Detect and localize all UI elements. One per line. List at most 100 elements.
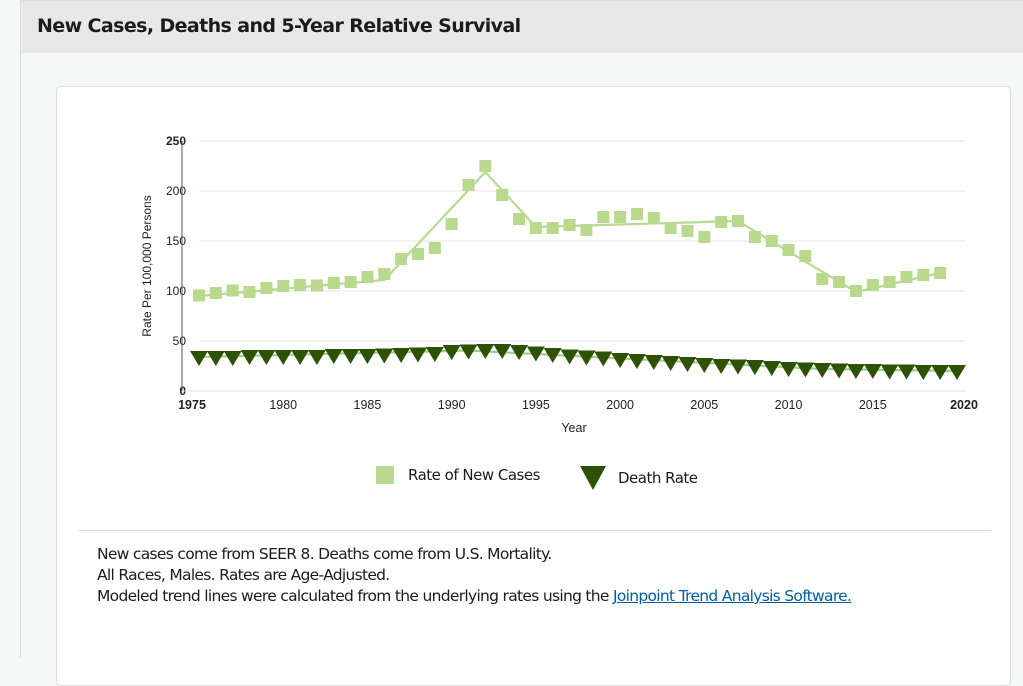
death-rate-point	[644, 355, 663, 370]
death-rate-point	[762, 361, 781, 376]
legend-item-new-cases[interactable]: Rate of New Cases	[376, 466, 540, 484]
new-cases-point	[630, 208, 643, 220]
death-rate-point	[476, 344, 495, 359]
death-rate-point	[442, 345, 461, 360]
death-rate-point	[577, 350, 596, 366]
new-cases-point	[664, 222, 677, 234]
new-cases-point	[411, 248, 424, 260]
new-cases-point	[681, 225, 694, 237]
new-cases-point	[260, 282, 273, 294]
death-rate-point	[745, 360, 764, 375]
death-rate-point	[341, 349, 360, 364]
death-rate-point	[425, 347, 444, 362]
x-tick-label: 1995	[522, 398, 550, 412]
death-rate-point	[594, 351, 613, 367]
y-tick-label: 150	[166, 234, 186, 248]
death-rate-point	[830, 363, 849, 379]
death-rate-point	[392, 348, 411, 363]
new-cases-point	[277, 280, 290, 292]
new-cases-point	[294, 279, 307, 291]
new-cases-point	[479, 160, 492, 172]
new-cases-point	[715, 216, 728, 228]
new-cases-point	[917, 269, 930, 281]
new-cases-point	[529, 222, 542, 234]
new-cases-point	[883, 276, 896, 288]
death-rate-point	[914, 365, 933, 380]
new-cases-point	[698, 231, 711, 243]
new-cases-point	[496, 189, 509, 201]
death-rate-point	[880, 364, 899, 380]
new-cases-point	[428, 242, 441, 254]
x-tick-label: 2005	[690, 398, 718, 412]
new-cases-point	[226, 284, 239, 297]
note-trend-text: Modeled trend lines were calculated from…	[97, 587, 613, 605]
new-cases-point	[647, 212, 660, 224]
x-tick-label: 2020	[950, 398, 978, 412]
death-rate-point	[712, 359, 731, 374]
y-axis-title: Rate Per 100,000 Persons	[140, 195, 154, 336]
death-rate-point	[240, 350, 259, 365]
new-cases-point	[833, 276, 846, 288]
y-tick-label: 250	[166, 134, 186, 148]
new-cases-point	[395, 253, 408, 265]
new-cases-point	[344, 276, 357, 288]
note-sources: New cases come from SEER 8. Deaths come …	[97, 545, 552, 563]
death-rate-point	[948, 365, 966, 380]
death-rate-point	[324, 349, 343, 364]
death-rate-point	[611, 353, 630, 368]
y-tick-label: 50	[173, 334, 187, 348]
new-cases-point	[445, 218, 458, 230]
x-tick-label: 1990	[438, 398, 466, 412]
legend-item-death-rate[interactable]: Death Rate	[580, 466, 698, 490]
triangle-down-marker-icon	[580, 466, 606, 490]
legend-label-new-cases: Rate of New Cases	[408, 466, 540, 484]
death-rate-point	[846, 364, 865, 379]
new-cases-point	[462, 179, 475, 191]
new-cases-point	[799, 250, 812, 262]
new-cases-point	[614, 211, 627, 223]
note-trend: Modeled trend lines were calculated from…	[97, 586, 957, 607]
new-cases-point	[782, 244, 795, 256]
death-rate-point	[796, 362, 815, 378]
death-rate-point	[291, 350, 310, 365]
chart-notes: New cases come from SEER 8. Deaths come …	[97, 544, 957, 607]
new-cases-point	[816, 273, 829, 285]
divider	[79, 530, 991, 531]
new-cases-point	[597, 211, 610, 223]
death-rate-point	[863, 364, 882, 379]
death-rate-point	[897, 364, 916, 380]
death-rate-point	[459, 344, 478, 360]
panel-header: New Cases, Deaths and 5-Year Relative Su…	[20, 0, 1023, 53]
new-cases-point	[209, 287, 222, 299]
death-rate-point	[543, 348, 562, 363]
new-cases-point	[361, 271, 374, 283]
new-cases-point	[193, 289, 205, 302]
new-cases-point	[243, 286, 256, 298]
new-cases-point	[546, 222, 559, 234]
x-tick-label: 2000	[606, 398, 634, 412]
x-tick-label: 1980	[269, 398, 297, 412]
death-rate-point	[510, 345, 529, 360]
death-rate-point	[223, 351, 242, 366]
death-rate-point	[375, 348, 394, 364]
death-rate-point	[695, 358, 714, 373]
new-cases-point	[310, 279, 323, 292]
death-rate-point	[931, 365, 950, 380]
new-cases-point	[765, 235, 778, 247]
new-cases-point	[732, 215, 745, 227]
square-marker-icon	[376, 466, 394, 484]
death-rate-point	[206, 351, 225, 366]
chart-legend: Rate of New Cases Death Rate	[0, 466, 1023, 496]
new-cases-point	[866, 279, 879, 291]
new-cases-point	[748, 231, 761, 243]
new-cases-point	[563, 219, 576, 231]
new-cases-point	[900, 271, 913, 283]
death-rate-point	[257, 350, 276, 365]
death-rate-point	[493, 344, 512, 359]
death-rate-point	[560, 349, 579, 365]
joinpoint-link[interactable]: Joinpoint Trend Analysis Software.	[613, 587, 852, 605]
y-tick-label: 100	[166, 284, 186, 298]
death-rate-point	[526, 346, 545, 362]
death-rate-point	[661, 356, 680, 371]
